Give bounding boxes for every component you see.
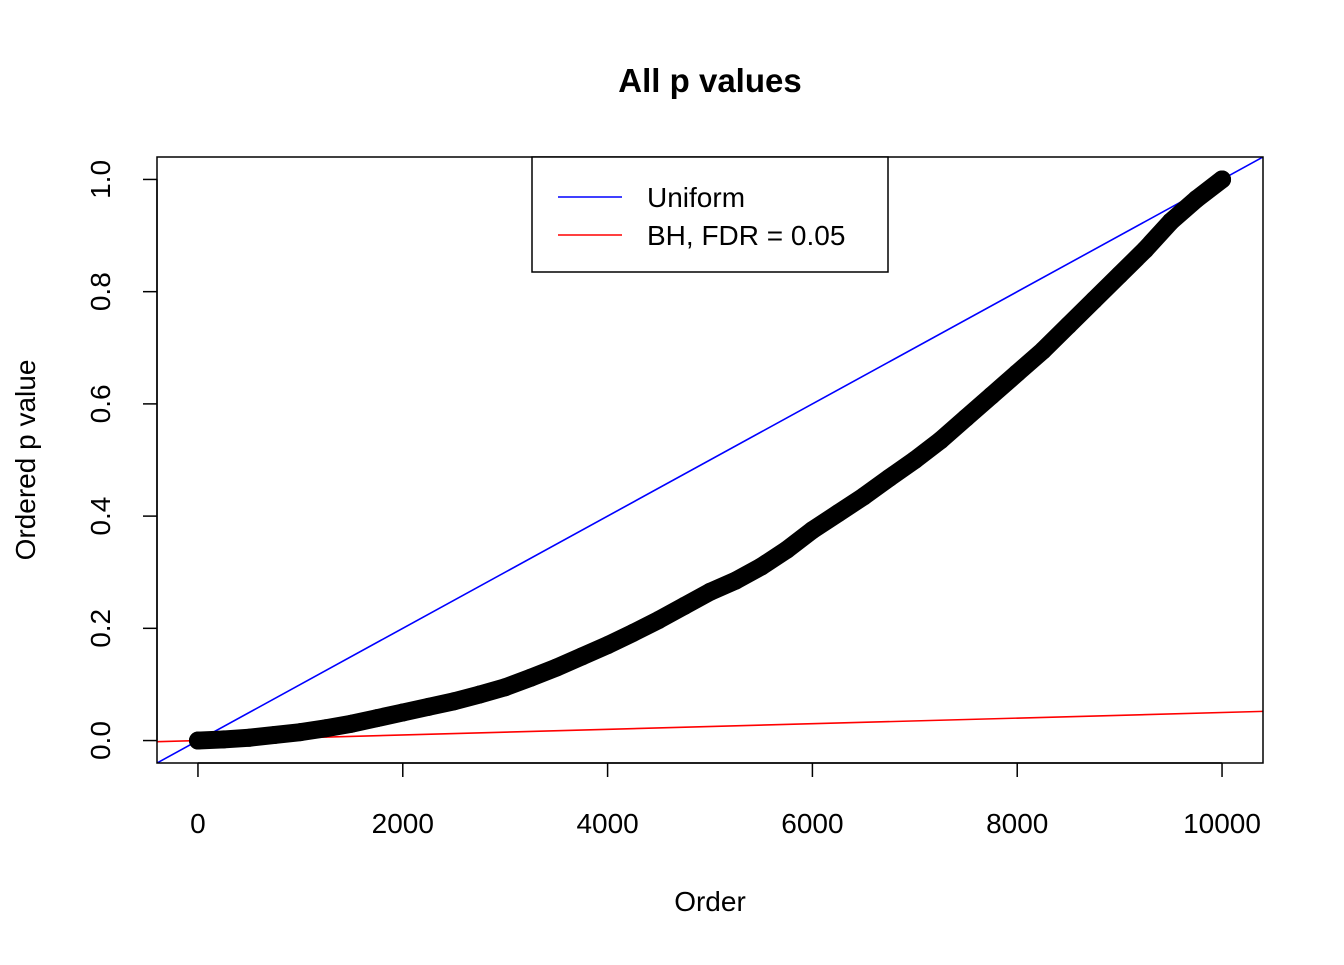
- point: [547, 658, 566, 677]
- point: [1110, 265, 1129, 284]
- y-tick-label: 0.4: [85, 497, 116, 536]
- point: [1161, 212, 1180, 231]
- point: [982, 386, 1001, 405]
- point: [752, 557, 771, 576]
- point: [470, 685, 489, 704]
- x-tick-label: 10000: [1183, 808, 1261, 839]
- point: [240, 728, 259, 747]
- point: [649, 610, 668, 629]
- point: [316, 719, 335, 738]
- reference-line: [157, 157, 1263, 763]
- point: [726, 571, 745, 590]
- point: [1033, 341, 1052, 360]
- point: [393, 703, 412, 722]
- x-tick-label: 0: [190, 808, 206, 839]
- legend-box: [531, 156, 889, 273]
- plot-area: [157, 157, 1263, 763]
- y-tick-label: 0.6: [85, 384, 116, 423]
- point: [803, 521, 822, 540]
- point: [931, 431, 950, 450]
- x-tick-label: 8000: [986, 808, 1048, 839]
- y-axis-label: Ordered p value: [10, 360, 41, 561]
- point: [1213, 170, 1232, 189]
- point: [521, 668, 540, 687]
- point: [214, 730, 233, 749]
- x-tick-label: 4000: [576, 808, 638, 839]
- point: [1008, 364, 1027, 383]
- point: [905, 451, 924, 469]
- y-tick-label: 0.8: [85, 272, 116, 311]
- point: [701, 582, 719, 601]
- point: [957, 408, 976, 427]
- point: [829, 504, 848, 523]
- point: [880, 468, 899, 487]
- point: [624, 623, 643, 642]
- point: [1187, 190, 1206, 209]
- y-tick-label: 0.2: [85, 609, 116, 648]
- y-tick-label: 1.0: [85, 160, 116, 199]
- point: [188, 731, 207, 750]
- point: [1136, 240, 1155, 259]
- y-tick-label: 0.0: [85, 721, 116, 760]
- point: [342, 714, 361, 733]
- point: [265, 725, 284, 744]
- x-axis-label: Order: [674, 886, 746, 917]
- point: [1059, 316, 1078, 335]
- x-tick-label: 6000: [781, 808, 843, 839]
- point: [368, 709, 387, 728]
- point: [419, 697, 438, 716]
- point: [444, 692, 463, 711]
- x-tick-label: 2000: [372, 808, 434, 839]
- point: [777, 540, 796, 559]
- point: [1085, 291, 1104, 310]
- point: [496, 678, 515, 697]
- point: [675, 596, 694, 615]
- point: [854, 487, 873, 506]
- point: [291, 723, 310, 742]
- legend-label: BH, FDR = 0.05: [647, 220, 845, 251]
- reference-line: [157, 710, 1263, 743]
- chart-title: All p values: [618, 62, 801, 99]
- point: [598, 636, 617, 655]
- legend-label: Uniform: [647, 182, 745, 213]
- point: [572, 647, 591, 666]
